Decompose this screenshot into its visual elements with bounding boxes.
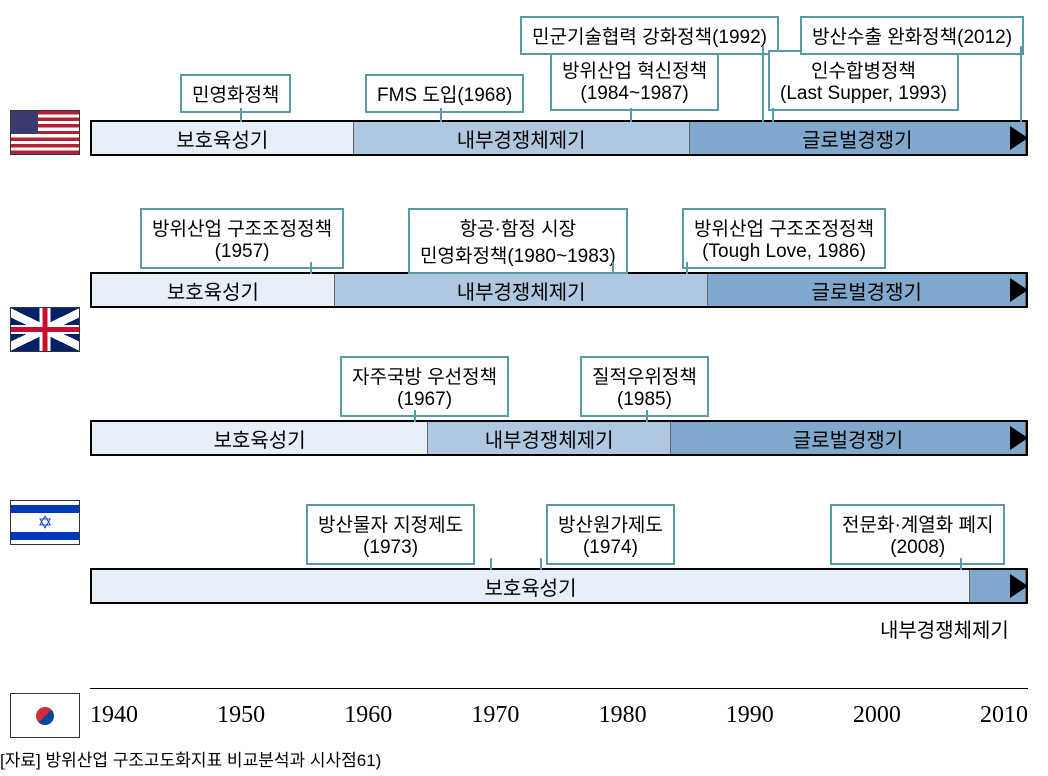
timeline-kr: 보호육성기 (90, 568, 1028, 604)
callout: 방산원가제도(1974) (546, 504, 675, 565)
axis-tick-label: 1950 (217, 702, 265, 729)
flag-us (10, 110, 80, 155)
callout: 인수합병정책(Last Supper, 1993) (768, 50, 959, 111)
callout: 민영화정책 (180, 74, 291, 113)
flag-il: ✡ (10, 500, 80, 545)
timeline-uk: 보호육성기내부경쟁체제기글로벌경쟁기 (90, 272, 1028, 308)
phase-label: 글로벌경쟁기 (708, 274, 1026, 306)
phase-label: 보호육성기 (92, 274, 335, 306)
callout-connector (772, 108, 774, 122)
callout: 전문화·계열화 폐지(2008) (830, 504, 1005, 565)
phase-label: 내부경쟁체제기 (428, 422, 671, 454)
x-axis-labels: 1940 1950 1960 1970 1980 1990 2000 2010 (90, 702, 1028, 729)
phase-label: 보호육성기 (92, 422, 428, 454)
callout-connector (414, 410, 416, 422)
arrow-icon (1010, 574, 1028, 598)
arrow-icon (1010, 426, 1028, 450)
phase-label: 내부경쟁체제기 (335, 274, 709, 306)
callout: 항공·함정 시장민영화정책(1980~1983) (408, 208, 628, 274)
callout: 민군기술협력 강화정책(1992) (520, 16, 779, 55)
callout: 방위산업 구조조정정책(1957) (140, 208, 344, 269)
arrow-icon (1010, 278, 1028, 302)
flag-uk (10, 307, 80, 352)
phase-label: 글로벌경쟁기 (690, 122, 1026, 154)
callout-connector (490, 558, 492, 570)
phase-label: 보호육성기 (92, 122, 354, 154)
phase-label: 글로벌경쟁기 (671, 422, 1026, 454)
timeline-diagram: 보호육성기내부경쟁체제기글로벌경쟁기민영화정책FMS 도입(1968)방위산업 … (10, 10, 1038, 730)
callout-connector (630, 108, 632, 122)
axis-tick-label: 1980 (599, 702, 647, 729)
source-citation: [자료] 방위산업 구조고도화지표 비교분석과 시사점61) (0, 746, 381, 771)
callout: 자주국방 우선정책(1967) (340, 356, 509, 417)
callout-connector (440, 108, 442, 122)
axis-tick-label: 1990 (726, 702, 774, 729)
phase-label: 내부경쟁체제기 (354, 122, 690, 154)
callout-connector (540, 558, 542, 570)
axis-tick-label: 2010 (980, 702, 1028, 729)
callout: 방산수출 완화정책(2012) (800, 16, 1024, 55)
axis-tick-label: 1970 (471, 702, 519, 729)
callout-connector (1020, 46, 1022, 122)
callout: 방위산업 혁신정책(1984~1987) (550, 50, 719, 111)
arrow-icon (1010, 126, 1028, 150)
callout: 방산물자 지정제도(1973) (306, 504, 475, 565)
timeline-us: 보호육성기내부경쟁체제기글로벌경쟁기 (90, 120, 1028, 156)
callout-connector (686, 262, 688, 274)
axis-tick-label: 1960 (344, 702, 392, 729)
axis-tick-label: 2000 (853, 702, 901, 729)
callout-connector (960, 558, 962, 570)
extra-phase-label: 내부경쟁체제기 (880, 614, 1009, 643)
callout: FMS 도입(1968) (365, 74, 524, 113)
callout-connector (612, 262, 614, 274)
callout-connector (310, 262, 312, 274)
phase-label: 보호육성기 (92, 570, 970, 602)
timeline-il: 보호육성기내부경쟁체제기글로벌경쟁기 (90, 420, 1028, 456)
callout: 방위산업 구조조정정책(Tough Love, 1986) (682, 208, 886, 269)
callout-connector (240, 108, 242, 122)
flag-kr (10, 693, 80, 738)
callout: 질적우위정책(1985) (580, 356, 709, 417)
callout-connector (646, 410, 648, 422)
callout-connector (762, 46, 764, 122)
x-axis (90, 688, 1028, 689)
axis-tick-label: 1940 (90, 702, 138, 729)
